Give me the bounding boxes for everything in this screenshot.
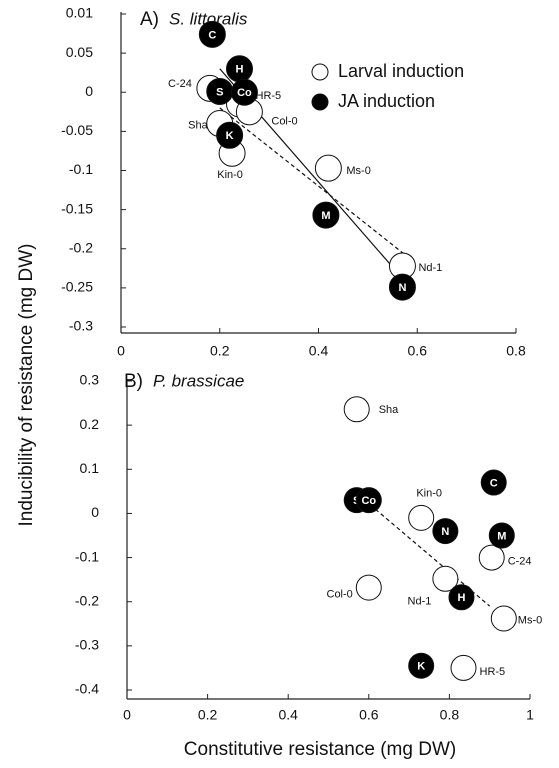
fit-line <box>219 107 408 258</box>
point-label: C <box>490 477 498 489</box>
legend-label: JA induction <box>338 91 435 111</box>
point-label: M <box>321 210 330 222</box>
point <box>216 121 244 149</box>
point-label: C <box>208 29 216 41</box>
x-tick-label: 0.2 <box>198 707 218 723</box>
y-tick-label: 0.3 <box>80 372 100 388</box>
point-label: Ms-0 <box>346 165 370 177</box>
y-tick-label: -0.05 <box>61 122 93 138</box>
point-label: Nd-1 <box>418 262 442 274</box>
point-label: Co <box>361 495 376 507</box>
point-label: H <box>236 64 244 76</box>
x-tick-label: 0.6 <box>408 343 428 359</box>
point-label: Co <box>237 87 252 99</box>
y-tick-label: 0.01 <box>66 5 93 21</box>
y-tick-label: -0.25 <box>61 279 93 295</box>
point <box>314 154 342 182</box>
chart-title: S. littoralis <box>169 9 248 28</box>
point <box>198 20 226 48</box>
x-tick-label: 0.6 <box>359 707 379 723</box>
point <box>355 574 382 601</box>
point-label: Col-0 <box>327 588 353 600</box>
legend-swatch <box>311 63 329 81</box>
point <box>230 78 258 106</box>
point <box>478 544 505 571</box>
point-label: M <box>497 530 506 542</box>
point <box>432 565 459 592</box>
point <box>388 273 416 301</box>
x-tick-label: 0.8 <box>440 707 460 723</box>
point <box>432 518 459 545</box>
y-tick-label: -0.2 <box>75 592 99 608</box>
point <box>408 652 435 679</box>
y-axis-title: Inducibility of resistance (mg DW) <box>16 244 37 527</box>
legend-swatch <box>311 93 329 111</box>
point <box>355 487 382 514</box>
x-tick-label: 0.8 <box>506 343 526 359</box>
point-label: H <box>458 592 466 604</box>
point <box>343 396 370 423</box>
y-tick-label: -0.1 <box>75 548 99 564</box>
point-label: Sha <box>379 404 399 416</box>
point <box>488 522 515 549</box>
y-tick-label: -0.15 <box>61 200 93 216</box>
x-tick-label: 1 <box>526 707 534 723</box>
point-label: Nd-1 <box>408 596 432 608</box>
x-tick-label: 0.2 <box>210 343 230 359</box>
point <box>490 605 517 632</box>
point-label: C-24 <box>508 555 532 567</box>
point-label: HR-5 <box>480 666 506 678</box>
point <box>480 469 507 496</box>
point-label: Col-0 <box>271 116 297 128</box>
point <box>448 584 475 611</box>
y-tick-label: 0.2 <box>80 416 100 432</box>
panel-label: A) <box>140 9 159 30</box>
chart-title: P. brassicae <box>153 371 244 390</box>
x-tick-label: 0 <box>117 343 125 359</box>
point-label: Sha <box>188 119 208 131</box>
point-label: HR-5 <box>256 90 282 102</box>
point-label: Kin-0 <box>217 169 243 181</box>
x-tick-label: 0 <box>123 707 131 723</box>
point <box>408 504 435 531</box>
panel-label: B) <box>124 371 143 392</box>
point-label: K <box>417 661 425 673</box>
x-tick-label: 0.4 <box>278 707 298 723</box>
point <box>450 654 477 681</box>
y-tick-label: 0.1 <box>80 460 100 476</box>
y-tick-label: 0 <box>85 83 93 99</box>
point <box>312 201 340 229</box>
y-tick-label: -0.1 <box>69 161 93 177</box>
point-label: S <box>216 86 223 98</box>
legend-label: Larval induction <box>338 61 464 81</box>
point-label: K <box>226 130 234 142</box>
y-tick-label: -0.3 <box>75 637 99 653</box>
x-tick-label: 0.4 <box>309 343 329 359</box>
y-tick-label: -0.3 <box>69 318 93 334</box>
point-label: N <box>441 526 449 538</box>
y-tick-label: -0.4 <box>75 681 99 697</box>
y-tick-label: 0.05 <box>66 44 93 60</box>
y-tick-label: 0 <box>91 504 99 520</box>
y-tick-label: -0.2 <box>69 239 93 255</box>
point-label: C-24 <box>168 78 192 90</box>
point-label: Ms-0 <box>518 614 542 626</box>
point-label: Kin-0 <box>416 488 442 500</box>
x-axis-title: Constitutive resistance (mg DW) <box>184 739 456 760</box>
point-label: N <box>398 282 406 294</box>
